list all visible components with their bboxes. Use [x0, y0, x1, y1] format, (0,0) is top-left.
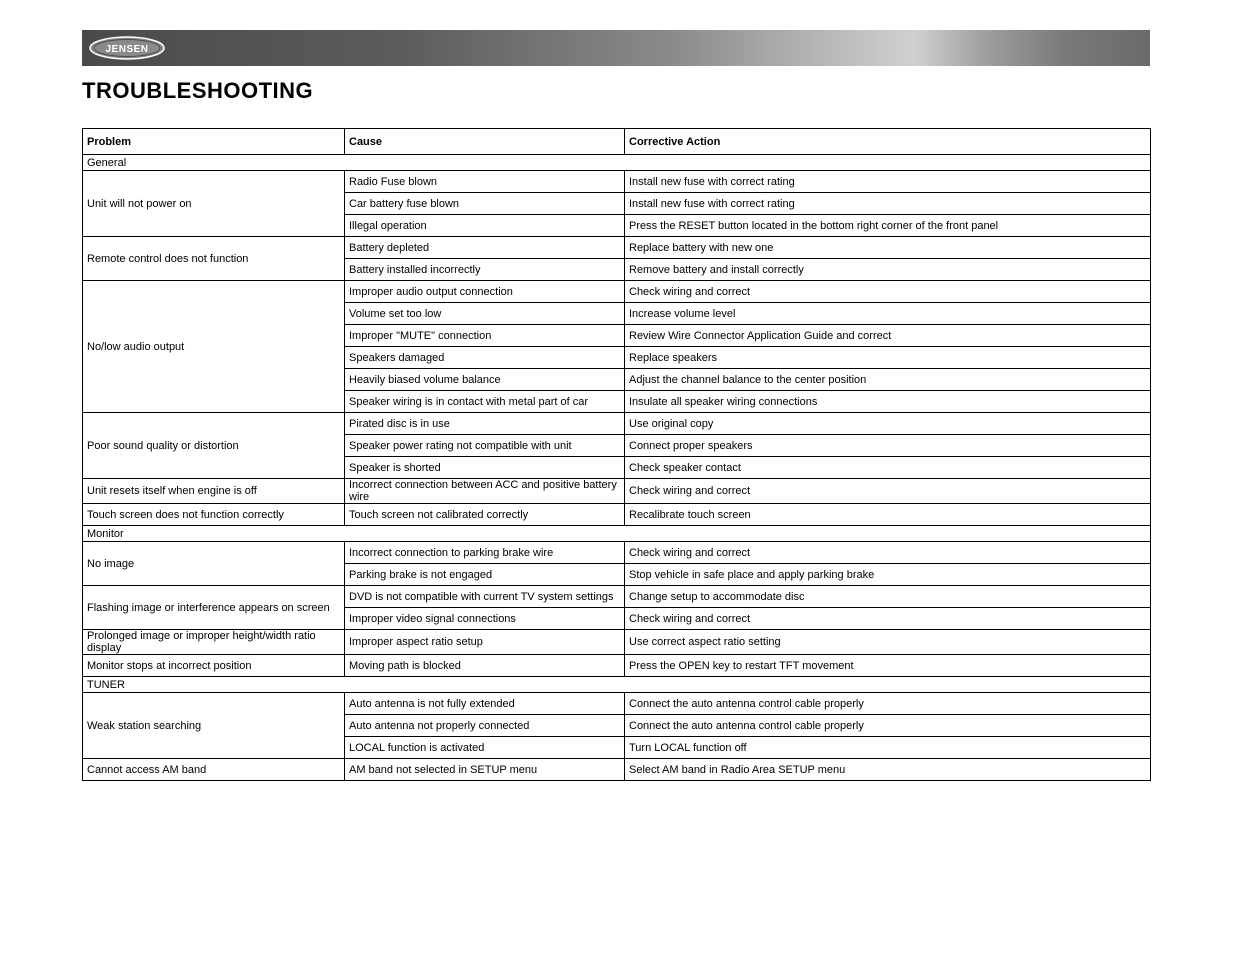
cell-action: Check wiring and correct — [625, 542, 1151, 564]
cell-action: Recalibrate touch screen — [625, 504, 1151, 526]
cell-action: Use correct aspect ratio setting — [625, 630, 1151, 655]
cell-action: Connect proper speakers — [625, 435, 1151, 457]
cell-cause: Volume set too low — [345, 303, 625, 325]
cell-cause: AM band not selected in SETUP menu — [345, 759, 625, 781]
cell-action: Stop vehicle in safe place and apply par… — [625, 564, 1151, 586]
cell-problem: Remote control does not function — [83, 237, 345, 281]
cell-cause: Radio Fuse blown — [345, 171, 625, 193]
col-header-problem: Problem — [83, 129, 345, 155]
table-row: Unit will not power onRadio Fuse blownIn… — [83, 171, 1151, 193]
cell-cause: Touch screen not calibrated correctly — [345, 504, 625, 526]
cell-action: Check wiring and correct — [625, 281, 1151, 303]
cell-cause: Improper aspect ratio setup — [345, 630, 625, 655]
cell-problem: Prolonged image or improper height/width… — [83, 630, 345, 655]
cell-action: Select AM band in Radio Area SETUP menu — [625, 759, 1151, 781]
cell-cause: Auto antenna not properly connected — [345, 715, 625, 737]
cell-cause: Auto antenna is not fully extended — [345, 693, 625, 715]
cell-cause: Moving path is blocked — [345, 655, 625, 677]
cell-problem: No/low audio output — [83, 281, 345, 413]
cell-problem: No image — [83, 542, 345, 586]
cell-problem: Weak station searching — [83, 693, 345, 759]
cell-problem: Unit resets itself when engine is off — [83, 479, 345, 504]
cell-action: Install new fuse with correct rating — [625, 193, 1151, 215]
page: JENSEN TROUBLESHOOTING Problem Cause Cor… — [0, 0, 1235, 954]
table-row: Prolonged image or improper height/width… — [83, 630, 1151, 655]
table-row: No imageIncorrect connection to parking … — [83, 542, 1151, 564]
cell-problem: Poor sound quality or distortion — [83, 413, 345, 479]
cell-cause: LOCAL function is activated — [345, 737, 625, 759]
cell-action: Increase volume level — [625, 303, 1151, 325]
table-row: Weak station searchingAuto antenna is no… — [83, 693, 1151, 715]
cell-action: Install new fuse with correct rating — [625, 171, 1151, 193]
cell-cause: Incorrect connection to parking brake wi… — [345, 542, 625, 564]
cell-problem: Touch screen does not function correctly — [83, 504, 345, 526]
table-row: Monitor stops at incorrect positionMovin… — [83, 655, 1151, 677]
cell-action: Insulate all speaker wiring connections — [625, 391, 1151, 413]
cell-action: Check speaker contact — [625, 457, 1151, 479]
cell-cause: Heavily biased volume balance — [345, 369, 625, 391]
cell-cause: Battery depleted — [345, 237, 625, 259]
table-header-row: Problem Cause Corrective Action — [83, 129, 1151, 155]
table-row: Remote control does not functionBattery … — [83, 237, 1151, 259]
cell-action: Check wiring and correct — [625, 608, 1151, 630]
table-row: Touch screen does not function correctly… — [83, 504, 1151, 526]
cell-action: Remove battery and install correctly — [625, 259, 1151, 281]
cell-problem: Cannot access AM band — [83, 759, 345, 781]
table-row: Unit resets itself when engine is offInc… — [83, 479, 1151, 504]
section-title: General — [83, 155, 1151, 171]
cell-cause: Improper video signal connections — [345, 608, 625, 630]
cell-cause: DVD is not compatible with current TV sy… — [345, 586, 625, 608]
cell-action: Connect the auto antenna control cable p… — [625, 715, 1151, 737]
cell-action: Check wiring and correct — [625, 479, 1151, 504]
col-header-cause: Cause — [345, 129, 625, 155]
header-banner: JENSEN — [82, 30, 1150, 66]
cell-action: Adjust the channel balance to the center… — [625, 369, 1151, 391]
troubleshooting-table: Problem Cause Corrective Action GeneralU… — [82, 128, 1151, 781]
cell-cause: Battery installed incorrectly — [345, 259, 625, 281]
table-row: Poor sound quality or distortionPirated … — [83, 413, 1151, 435]
troubleshooting-table-wrap: Problem Cause Corrective Action GeneralU… — [82, 128, 1150, 781]
cell-cause: Illegal operation — [345, 215, 625, 237]
table-row: Cannot access AM bandAM band not selecte… — [83, 759, 1151, 781]
cell-cause: Speaker wiring is in contact with metal … — [345, 391, 625, 413]
cell-cause: Speakers damaged — [345, 347, 625, 369]
brand-logo: JENSEN — [88, 36, 166, 60]
cell-cause: Speaker is shorted — [345, 457, 625, 479]
cell-cause: Incorrect connection between ACC and pos… — [345, 479, 625, 504]
section-row: TUNER — [83, 677, 1151, 693]
cell-cause: Pirated disc is in use — [345, 413, 625, 435]
cell-action: Press the RESET button located in the bo… — [625, 215, 1151, 237]
cell-cause: Improper audio output connection — [345, 281, 625, 303]
table-row: Flashing image or interference appears o… — [83, 586, 1151, 608]
cell-action: Connect the auto antenna control cable p… — [625, 693, 1151, 715]
cell-action: Replace battery with new one — [625, 237, 1151, 259]
cell-action: Press the OPEN key to restart TFT moveme… — [625, 655, 1151, 677]
section-title: TUNER — [83, 677, 1151, 693]
section-row: General — [83, 155, 1151, 171]
cell-action: Review Wire Connector Application Guide … — [625, 325, 1151, 347]
cell-problem: Monitor stops at incorrect position — [83, 655, 345, 677]
cell-action: Use original copy — [625, 413, 1151, 435]
cell-action: Turn LOCAL function off — [625, 737, 1151, 759]
col-header-action: Corrective Action — [625, 129, 1151, 155]
section-row: Monitor — [83, 526, 1151, 542]
cell-cause: Car battery fuse blown — [345, 193, 625, 215]
section-title: Monitor — [83, 526, 1151, 542]
cell-cause: Improper "MUTE" connection — [345, 325, 625, 347]
page-title: TROUBLESHOOTING — [82, 78, 313, 104]
table-row: No/low audio outputImproper audio output… — [83, 281, 1151, 303]
table-body: GeneralUnit will not power onRadio Fuse … — [83, 155, 1151, 781]
brand-logo-text: JENSEN — [105, 44, 148, 55]
cell-problem: Unit will not power on — [83, 171, 345, 237]
cell-action: Replace speakers — [625, 347, 1151, 369]
cell-action: Change setup to accommodate disc — [625, 586, 1151, 608]
cell-cause: Speaker power rating not compatible with… — [345, 435, 625, 457]
cell-cause: Parking brake is not engaged — [345, 564, 625, 586]
cell-problem: Flashing image or interference appears o… — [83, 586, 345, 630]
